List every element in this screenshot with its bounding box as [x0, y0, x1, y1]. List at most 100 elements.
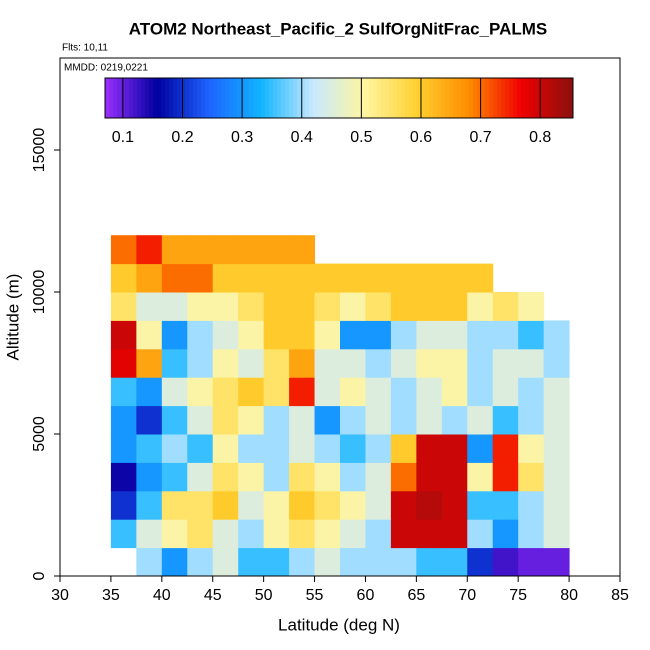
colorbar-swatch	[153, 78, 158, 118]
cell	[518, 547, 545, 577]
colorbar-swatch	[161, 78, 166, 118]
cell	[340, 547, 366, 577]
y-tick-label: 15000	[31, 128, 48, 173]
cell	[187, 263, 214, 293]
colorbar-swatch	[373, 78, 378, 118]
cell	[263, 320, 290, 350]
cell	[212, 292, 239, 321]
cell	[238, 547, 265, 577]
cell	[110, 263, 137, 293]
cell	[187, 405, 214, 435]
colorbar-swatch	[569, 78, 574, 118]
colorbar-swatch	[497, 78, 502, 118]
colorbar-swatch	[325, 78, 330, 118]
cell	[518, 405, 545, 435]
cell	[161, 235, 188, 265]
cell	[187, 434, 214, 463]
cell	[467, 405, 494, 435]
colorbar-swatch	[317, 78, 322, 118]
cell	[263, 434, 290, 463]
colorbar-tick-label: 0.8	[529, 129, 551, 146]
colorbar-swatch	[213, 78, 218, 118]
colorbar-swatch	[117, 78, 122, 118]
colorbar-swatch	[113, 78, 118, 118]
cell	[212, 519, 239, 549]
cell	[365, 519, 392, 549]
cell	[543, 348, 570, 378]
cell	[365, 462, 392, 492]
y-tick-label: 10000	[31, 270, 48, 315]
colorbar-swatch	[341, 78, 346, 118]
plot-frame	[59, 57, 621, 577]
cell	[110, 434, 137, 463]
x-tick-label: 40	[153, 587, 171, 604]
colorbar-swatch	[513, 78, 518, 118]
colorbar-swatch	[225, 78, 230, 118]
cell	[441, 348, 468, 378]
cell	[238, 490, 265, 520]
colorbar-swatch	[381, 78, 386, 118]
colorbar-swatch	[409, 78, 414, 118]
colorbar-swatch	[145, 78, 150, 118]
cell	[340, 377, 366, 407]
colorbar-swatch	[397, 78, 402, 118]
colorbar-swatch	[137, 78, 142, 118]
cell	[390, 519, 417, 549]
cell	[212, 320, 239, 350]
cell	[543, 547, 570, 577]
colorbar-swatch	[377, 78, 382, 118]
cell	[543, 320, 570, 350]
x-tick-label: 80	[560, 587, 578, 604]
colorbar-swatch	[297, 78, 302, 118]
x-tick-label: 55	[306, 587, 324, 604]
cell	[263, 377, 290, 407]
colorbar-swatch	[129, 78, 134, 118]
colorbar-swatch	[493, 78, 498, 118]
cell	[518, 434, 545, 463]
colorbar-swatch	[241, 78, 246, 118]
cell	[441, 490, 468, 520]
cell	[543, 434, 570, 463]
colorbar-swatch	[485, 78, 490, 118]
colorbar-swatch	[533, 78, 538, 118]
colorbar-swatch	[313, 78, 318, 118]
cell	[340, 434, 366, 463]
colorbar-swatch	[481, 78, 486, 118]
cell	[314, 547, 341, 577]
colorbar-swatch	[505, 78, 510, 118]
cell	[518, 292, 545, 321]
colorbar-swatch	[245, 78, 250, 118]
x-tick-label: 30	[51, 587, 69, 604]
cell	[518, 490, 545, 520]
colorbar-swatch	[237, 78, 242, 118]
colorbar-swatch	[365, 78, 370, 118]
cell	[543, 462, 570, 492]
colorbar-swatch	[337, 78, 342, 118]
colorbar-swatch	[229, 78, 234, 118]
colorbar-swatch	[285, 78, 290, 118]
cell	[365, 292, 392, 321]
cell	[390, 462, 417, 492]
cell	[416, 490, 443, 520]
cell	[289, 434, 316, 463]
colorbar-swatch	[105, 78, 110, 118]
cell	[136, 377, 163, 407]
cell	[110, 462, 137, 492]
colorbar-tick-label: 0.5	[350, 129, 372, 146]
cell	[492, 348, 519, 378]
cell	[136, 405, 163, 435]
colorbar-swatch	[205, 78, 210, 118]
colorbar-swatch	[437, 78, 442, 118]
cell	[467, 519, 494, 549]
cell	[365, 263, 392, 293]
y-tick-label: 0	[31, 571, 48, 580]
cell	[238, 377, 265, 407]
cell	[390, 547, 417, 577]
colorbar-swatch	[521, 78, 526, 118]
cell	[238, 235, 265, 265]
cell	[467, 263, 494, 293]
colorbar-swatch	[301, 78, 306, 118]
colorbar-swatch	[281, 78, 286, 118]
cell	[289, 405, 316, 435]
